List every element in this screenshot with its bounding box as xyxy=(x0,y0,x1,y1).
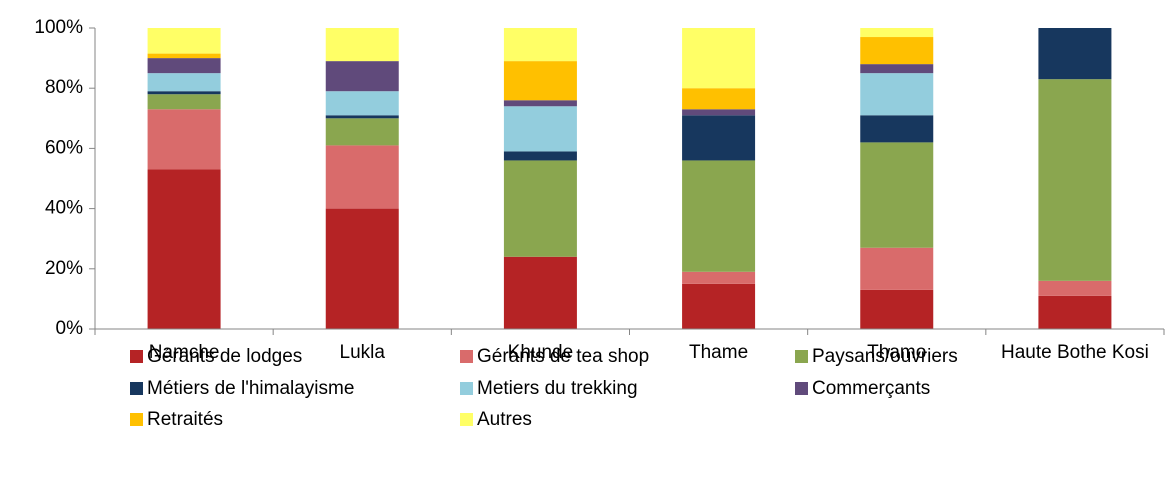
y-tick-label: 40% xyxy=(45,198,83,219)
bar-segment xyxy=(682,88,756,110)
bar-segment xyxy=(147,169,221,329)
bar-segment xyxy=(147,109,221,170)
bar-segment xyxy=(682,115,756,161)
y-tick-label: 0% xyxy=(56,318,84,339)
legend-swatch xyxy=(795,382,808,395)
legend-swatch xyxy=(130,413,143,426)
bar-segment xyxy=(325,145,399,209)
bar-segment xyxy=(325,115,399,119)
x-tick-label: Thamo xyxy=(867,342,927,363)
bar-segment xyxy=(325,118,399,146)
bar-segment xyxy=(860,115,934,143)
legend-swatch xyxy=(460,413,473,426)
bar-segment xyxy=(503,160,577,257)
bar-segment xyxy=(503,256,577,329)
bar-segment xyxy=(503,151,577,161)
x-tick-label: Lukla xyxy=(339,342,385,363)
x-tick-label: Namche xyxy=(148,342,220,363)
bar-segment xyxy=(860,73,934,116)
bar-segment xyxy=(147,28,221,54)
bar-segment xyxy=(860,142,934,248)
legend-swatch xyxy=(130,350,143,363)
bar-segment xyxy=(147,73,221,92)
bar-segment xyxy=(147,58,221,74)
bar-segment xyxy=(325,28,399,62)
x-tick-label: Khunde xyxy=(507,342,574,363)
legend-swatch xyxy=(460,382,473,395)
bar-segment xyxy=(1038,28,1112,80)
legend-swatch xyxy=(460,350,473,363)
y-tick-label: 20% xyxy=(45,258,83,279)
x-tick-label: Thame xyxy=(689,342,749,363)
bar-segment xyxy=(503,106,577,152)
bar-segment xyxy=(147,53,221,59)
bar-segment xyxy=(147,91,221,95)
legend-label: Autres xyxy=(477,409,532,430)
bar-segment xyxy=(1038,280,1112,296)
bar-segment xyxy=(503,28,577,62)
legend-label: Métiers de l'himalayisme xyxy=(147,378,354,399)
bar-segment xyxy=(682,109,756,116)
y-tick-label: 100% xyxy=(34,17,83,38)
bar-segment xyxy=(860,289,934,329)
legend-swatch xyxy=(130,382,143,395)
y-tick-label: 80% xyxy=(45,77,83,98)
bar-segment xyxy=(147,94,221,110)
bar-segment xyxy=(1038,79,1112,281)
bar-segment xyxy=(325,208,399,329)
bar-segment xyxy=(860,28,934,38)
bar-segment xyxy=(325,91,399,116)
x-tick-label: Haute Bothe Kosi xyxy=(1000,342,1149,363)
bar-segment xyxy=(682,283,756,329)
bar-segment xyxy=(682,28,756,89)
bar-segment xyxy=(503,100,577,107)
bar-segment xyxy=(503,61,577,101)
legend-label: Retraités xyxy=(147,409,223,430)
bar-segment xyxy=(682,160,756,272)
legend-swatch xyxy=(795,350,808,363)
y-tick-label: 60% xyxy=(45,137,83,158)
bar-segment xyxy=(860,37,934,65)
bar-segment xyxy=(325,61,399,92)
legend-label: Metiers du trekking xyxy=(477,378,638,399)
legend-label: Commerçants xyxy=(812,378,930,399)
bar-segment xyxy=(682,271,756,284)
bar-segment xyxy=(860,64,934,74)
bar-segment xyxy=(1038,295,1112,329)
legend-label: Gérants de tea shop xyxy=(477,346,649,367)
legend-label: Paysans/ouvriers xyxy=(812,346,958,367)
legend-label: Gérants de lodges xyxy=(147,346,302,367)
bar-segment xyxy=(860,247,934,290)
